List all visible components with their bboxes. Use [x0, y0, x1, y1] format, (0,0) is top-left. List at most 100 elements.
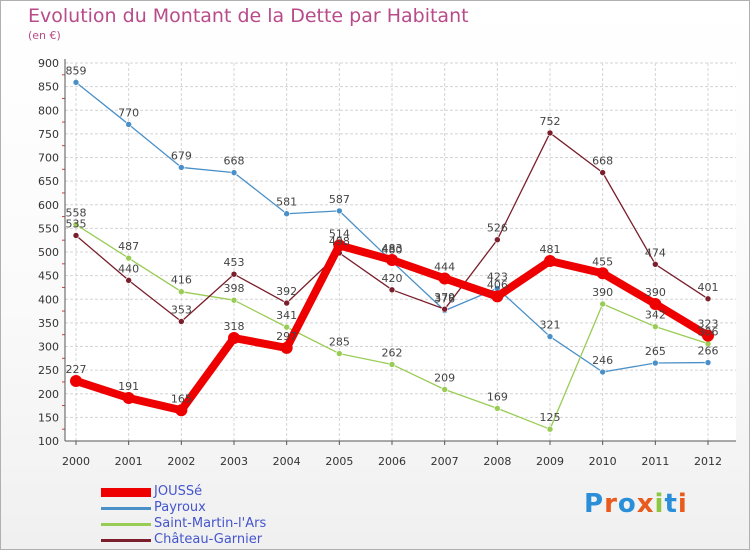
data-point-series-3 [178, 318, 185, 325]
data-point-series-0 [280, 341, 293, 354]
data-point-series-1 [336, 207, 343, 215]
data-label-series-0: 390 [645, 286, 666, 299]
data-label-series-0: 444 [434, 260, 455, 273]
data-label-series-2: 169 [487, 390, 508, 403]
data-label-series-1: 587 [329, 193, 350, 206]
data-point-series-0 [596, 267, 609, 280]
data-point-series-3 [704, 295, 712, 303]
data-label-series-0: 481 [540, 243, 561, 256]
data-label-series-1: 581 [276, 196, 297, 209]
data-point-series-2 [441, 386, 448, 393]
data-point-series-0 [544, 254, 556, 267]
legend-swatch [101, 488, 151, 497]
legend-label: Saint-Martin-l'Ars [154, 516, 267, 531]
legend-label: Château-Garnier [154, 532, 263, 547]
data-label-series-2: 390 [592, 286, 613, 299]
data-label-series-1: 859 [66, 64, 87, 77]
data-label-series-0: 191 [118, 380, 139, 393]
data-label-series-3: 498 [329, 235, 350, 248]
data-label-series-1: 668 [224, 155, 245, 168]
data-label-series-0: 318 [224, 320, 245, 333]
data-point-series-3 [546, 129, 554, 137]
chart-title: Evolution du Montant de la Dette par Hab… [28, 5, 469, 27]
data-label-series-2: 125 [540, 411, 561, 424]
data-point-series-0 [175, 404, 188, 417]
legend-swatch [101, 507, 151, 510]
y-tick-label: 150 [38, 411, 59, 424]
x-tick-label: 2002 [167, 455, 195, 468]
y-tick-label: 750 [38, 128, 59, 141]
data-point-series-3 [125, 277, 132, 284]
x-tick-label: 2008 [483, 455, 511, 468]
data-label-series-2: 341 [276, 309, 297, 322]
data-label-series-2: 306 [698, 326, 719, 339]
y-tick-label: 700 [38, 152, 59, 165]
data-point-series-3 [441, 305, 448, 313]
data-label-series-2: 558 [66, 207, 87, 220]
legend-label: JOUSSé [154, 484, 203, 499]
logo-letter: r [604, 489, 618, 519]
data-point-series-3 [388, 286, 396, 294]
data-label-series-1: 321 [540, 319, 561, 332]
data-label-series-3: 440 [118, 262, 139, 275]
logo-letter: x [636, 489, 655, 519]
data-point-series-2 [72, 221, 80, 228]
data-point-series-3 [599, 169, 606, 176]
data-point-series-2 [283, 323, 290, 331]
x-tick-label: 2010 [589, 455, 617, 468]
data-label-series-3: 535 [66, 217, 87, 230]
data-point-series-1 [704, 359, 712, 366]
logo-letter: i [654, 489, 665, 519]
data-point-series-0 [228, 331, 240, 344]
data-label-series-2: 342 [645, 309, 666, 322]
data-label-series-3: 668 [592, 155, 613, 168]
data-point-series-2 [336, 350, 343, 357]
data-point-series-2 [178, 288, 185, 295]
data-label-series-0: 165 [171, 392, 192, 405]
data-point-series-3 [72, 232, 80, 239]
data-label-series-3: 526 [487, 222, 508, 235]
data-label-series-2: 262 [382, 346, 403, 359]
data-label-series-2: 487 [118, 240, 139, 253]
legend-swatch [101, 539, 151, 542]
legend-item: Payroux [101, 500, 361, 516]
data-point-series-0 [491, 290, 504, 303]
data-label-series-1: 246 [592, 354, 613, 367]
y-tick-label: 850 [38, 81, 59, 94]
data-point-series-0 [438, 272, 451, 285]
data-point-series-2 [125, 254, 132, 262]
x-tick-label: 2000 [62, 455, 90, 468]
data-point-series-1 [72, 79, 80, 86]
data-label-series-1: 423 [487, 270, 508, 283]
data-point-series-2 [388, 361, 396, 368]
y-tick-label: 450 [38, 270, 59, 283]
data-point-series-1 [178, 164, 185, 171]
data-point-series-0 [122, 392, 135, 405]
data-label-series-3: 752 [540, 115, 561, 128]
data-label-series-3: 474 [645, 246, 666, 259]
logo-letter: i [677, 489, 688, 519]
chart-subtitle: (en €) [28, 29, 61, 42]
x-tick-label: 2011 [641, 455, 669, 468]
data-point-series-2 [599, 300, 606, 308]
y-tick-label: 200 [38, 388, 59, 401]
data-point-series-0 [649, 297, 662, 310]
data-point-series-2 [652, 323, 659, 330]
logo-letter: t [664, 489, 678, 519]
data-label-series-2: 285 [329, 336, 350, 349]
x-tick-label: 2007 [431, 455, 459, 468]
x-tick-label: 2005 [325, 455, 353, 468]
data-point-series-1 [283, 210, 290, 218]
data-label-series-0: 483 [382, 242, 403, 255]
x-tick-label: 2001 [115, 455, 143, 468]
data-point-series-1 [125, 121, 132, 128]
y-tick-label: 100 [38, 435, 59, 448]
data-label-series-3: 379 [434, 291, 455, 304]
data-label-series-1: 376 [434, 293, 455, 306]
logo-letter: P [584, 489, 605, 519]
data-point-series-0 [70, 374, 82, 387]
y-tick-label: 600 [38, 199, 59, 212]
data-label-series-3: 453 [224, 256, 245, 269]
